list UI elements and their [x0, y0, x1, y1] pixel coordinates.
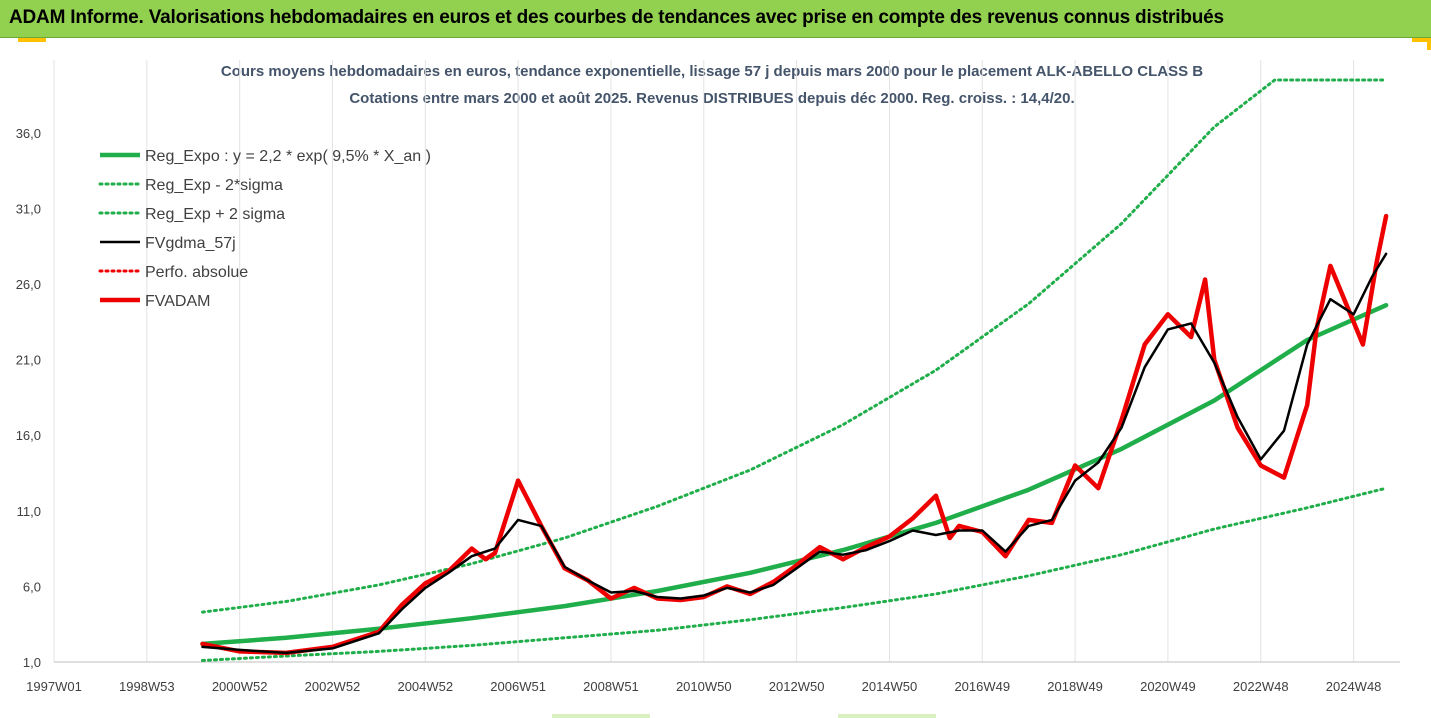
y-tick-label: 26,0 — [16, 277, 41, 292]
corner-accent-right — [1427, 38, 1431, 50]
series-line-1 — [201, 486, 1388, 662]
series-area — [200, 78, 1389, 662]
x-tick-label: 2002W52 — [305, 679, 361, 694]
x-tick-label: 1997W01 — [26, 679, 82, 694]
corner-accent-bottom-right — [838, 714, 936, 718]
x-tick-label: 2010W50 — [676, 679, 732, 694]
x-tick-label: 2012W50 — [769, 679, 825, 694]
y-tick-label: 1,0 — [23, 655, 41, 670]
corner-accent-top-right — [1412, 38, 1431, 42]
legend: Reg_Expo : y = 2,2 * exp( 9,5% * X_an ) R… — [98, 148, 431, 310]
chart-title: Cours moyens hebdomadaires en euros, ten… — [221, 63, 1203, 80]
x-tick-label: 2008W51 — [583, 679, 639, 694]
x-tick-label: 2020W49 — [1140, 679, 1196, 694]
x-tick-label: 2006W51 — [490, 679, 546, 694]
x-tick-label: 2018W49 — [1047, 679, 1103, 694]
series-line-2 — [201, 78, 1388, 614]
axes: 1997W01 1998W53 2000W52 2002W52 2004W52 2006W… — [16, 126, 1400, 694]
y-tick-label: 6,0 — [23, 579, 41, 594]
chart-subtitle: Cotations entre mars 2000 et août 2025. … — [349, 90, 1074, 107]
x-tick-label: 1998W53 — [119, 679, 175, 694]
grid — [53, 60, 1355, 662]
x-tick-label: 2016W49 — [954, 679, 1010, 694]
x-tick-label: 2000W52 — [212, 679, 268, 694]
x-tick-label: 2004W52 — [397, 679, 453, 694]
legend-label: Reg_Expo : y = 2,2 * exp( 9,5% * X_an ) — [145, 148, 431, 165]
legend-label: FVgdma_57j — [145, 235, 236, 252]
report-banner: ADAM Informe. Valorisations hebdomadaire… — [0, 0, 1431, 38]
y-tick-label: 21,0 — [16, 353, 41, 368]
legend-label: Reg_Exp + 2 sigma — [145, 206, 285, 223]
legend-label: Reg_Exp - 2*sigma — [145, 177, 283, 194]
corner-accent-bottom-left — [552, 714, 650, 718]
x-tick-label: 2024W48 — [1326, 679, 1382, 694]
x-tick-label: 2022W48 — [1233, 679, 1289, 694]
corner-accent-top-left — [18, 38, 46, 42]
legend-label: FVADAM — [145, 293, 210, 310]
series-line-4 — [200, 213, 1389, 656]
series-line-3 — [201, 252, 1388, 655]
y-tick-label: 36,0 — [16, 126, 41, 141]
legend-label: Perfo. absolue — [145, 264, 248, 281]
y-tick-label: 31,0 — [16, 201, 41, 216]
series-line-0 — [200, 302, 1389, 647]
report-title: ADAM Informe. Valorisations hebdomadaire… — [9, 7, 1224, 28]
y-tick-label: 11,0 — [17, 504, 41, 519]
y-tick-label: 16,0 — [16, 428, 41, 443]
x-tick-label: 2014W50 — [862, 679, 918, 694]
